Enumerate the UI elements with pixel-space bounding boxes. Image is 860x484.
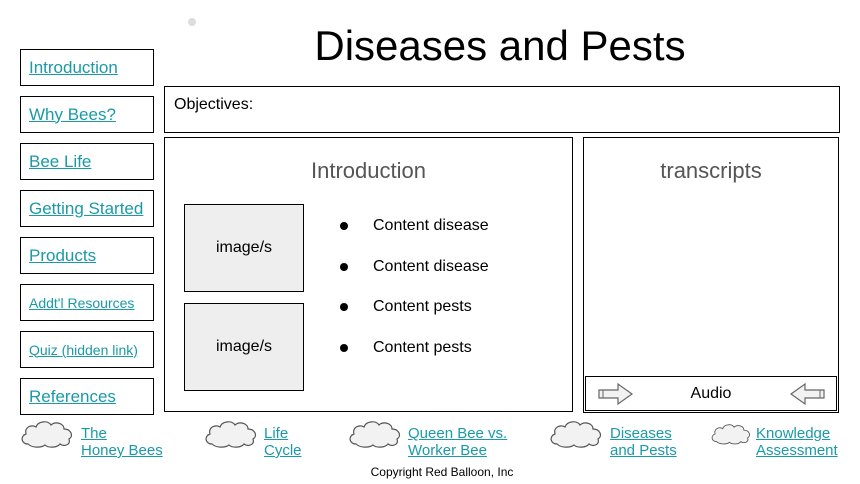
cloud-icon bbox=[550, 421, 602, 448]
audio-label[interactable]: Audio bbox=[690, 385, 732, 402]
nav-item-addtl-resources[interactable]: Addt'l Resources bbox=[20, 284, 154, 321]
nav-item-references[interactable]: References bbox=[20, 378, 154, 415]
bullet-icon bbox=[340, 303, 348, 311]
nav-link-why-bees[interactable]: Why Bees? bbox=[29, 104, 116, 124]
bottom-link-diseases-pests[interactable]: Diseases and Pests bbox=[610, 425, 677, 459]
bottom-link-queen-vs-worker[interactable]: Queen Bee vs. Worker Bee bbox=[408, 425, 507, 459]
image-placeholder-2: image/s bbox=[184, 303, 304, 391]
bullet-icon bbox=[340, 344, 348, 352]
cloud-icon bbox=[21, 421, 73, 448]
link-line[interactable]: Life bbox=[264, 425, 289, 442]
image-placeholder-label: image/s bbox=[215, 239, 273, 256]
cloud-icon bbox=[349, 421, 401, 448]
objectives-box: Objectives: bbox=[164, 86, 840, 133]
nav-link-addtl-resources[interactable]: Addt'l Resources bbox=[29, 294, 135, 311]
page-title: Diseases and Pests bbox=[314, 22, 686, 69]
decorative-speck bbox=[188, 18, 196, 26]
transcripts-heading: transcripts bbox=[660, 158, 762, 183]
cloud-icon bbox=[711, 424, 751, 445]
bullet-item: Content pests bbox=[340, 298, 472, 316]
link-line[interactable]: The bbox=[81, 425, 107, 442]
bullet-text: Content pests bbox=[373, 298, 472, 315]
nav-item-quiz[interactable]: Quiz (hidden link) bbox=[20, 331, 154, 368]
bullet-text: Content disease bbox=[373, 217, 489, 234]
link-line[interactable]: Cycle bbox=[264, 442, 302, 459]
image-placeholder-1: image/s bbox=[184, 204, 304, 292]
bullet-icon bbox=[340, 263, 348, 271]
nav-link-getting-started[interactable]: Getting Started bbox=[29, 198, 144, 218]
bottom-link-life-cycle[interactable]: Life Cycle bbox=[264, 425, 302, 459]
link-line[interactable]: Diseases bbox=[610, 425, 672, 442]
content-heading: Introduction bbox=[311, 158, 426, 183]
nav-link-bee-life[interactable]: Bee Life bbox=[29, 151, 92, 171]
transcripts-panel: transcripts bbox=[583, 137, 839, 413]
nav-item-bee-life[interactable]: Bee Life bbox=[20, 143, 154, 180]
link-line[interactable]: Knowledge bbox=[756, 425, 831, 442]
bottom-link-honey-bees[interactable]: The Honey Bees bbox=[81, 425, 163, 459]
bullet-icon bbox=[340, 222, 348, 230]
link-line[interactable]: Honey Bees bbox=[81, 442, 163, 459]
nav-link-introduction[interactable]: Introduction bbox=[29, 57, 118, 77]
bottom-link-knowledge-assessment[interactable]: Knowledge Assessment bbox=[756, 425, 838, 459]
nav-link-products[interactable]: Products bbox=[29, 245, 97, 265]
bullet-text: Content pests bbox=[373, 339, 472, 356]
nav-item-getting-started[interactable]: Getting Started bbox=[20, 190, 154, 227]
audio-player: Audio bbox=[585, 376, 837, 411]
content-panel: Introduction bbox=[164, 137, 573, 412]
nav-link-references[interactable]: References bbox=[29, 386, 116, 406]
arrow-right-icon[interactable] bbox=[598, 382, 634, 406]
arrow-left-icon[interactable] bbox=[789, 382, 825, 406]
link-line[interactable]: and Pests bbox=[610, 442, 677, 459]
nav-item-products[interactable]: Products bbox=[20, 237, 154, 274]
bullet-item: Content disease bbox=[340, 258, 489, 276]
image-placeholder-label: image/s bbox=[215, 338, 273, 355]
bullet-item: Content pests bbox=[340, 339, 472, 357]
link-line[interactable]: Worker Bee bbox=[408, 442, 487, 459]
nav-item-why-bees[interactable]: Why Bees? bbox=[20, 96, 154, 133]
nav-item-introduction[interactable]: Introduction bbox=[20, 49, 154, 86]
cloud-icon bbox=[205, 421, 257, 448]
copyright-text: Copyright Red Balloon, Inc bbox=[370, 465, 514, 479]
nav-link-quiz[interactable]: Quiz (hidden link) bbox=[29, 341, 138, 358]
link-line[interactable]: Queen Bee vs. bbox=[408, 425, 508, 442]
bullet-item: Content disease bbox=[340, 217, 489, 235]
objectives-label: Objectives: bbox=[174, 96, 254, 113]
bullet-text: Content disease bbox=[373, 258, 489, 275]
link-line[interactable]: Assessment bbox=[756, 442, 838, 459]
